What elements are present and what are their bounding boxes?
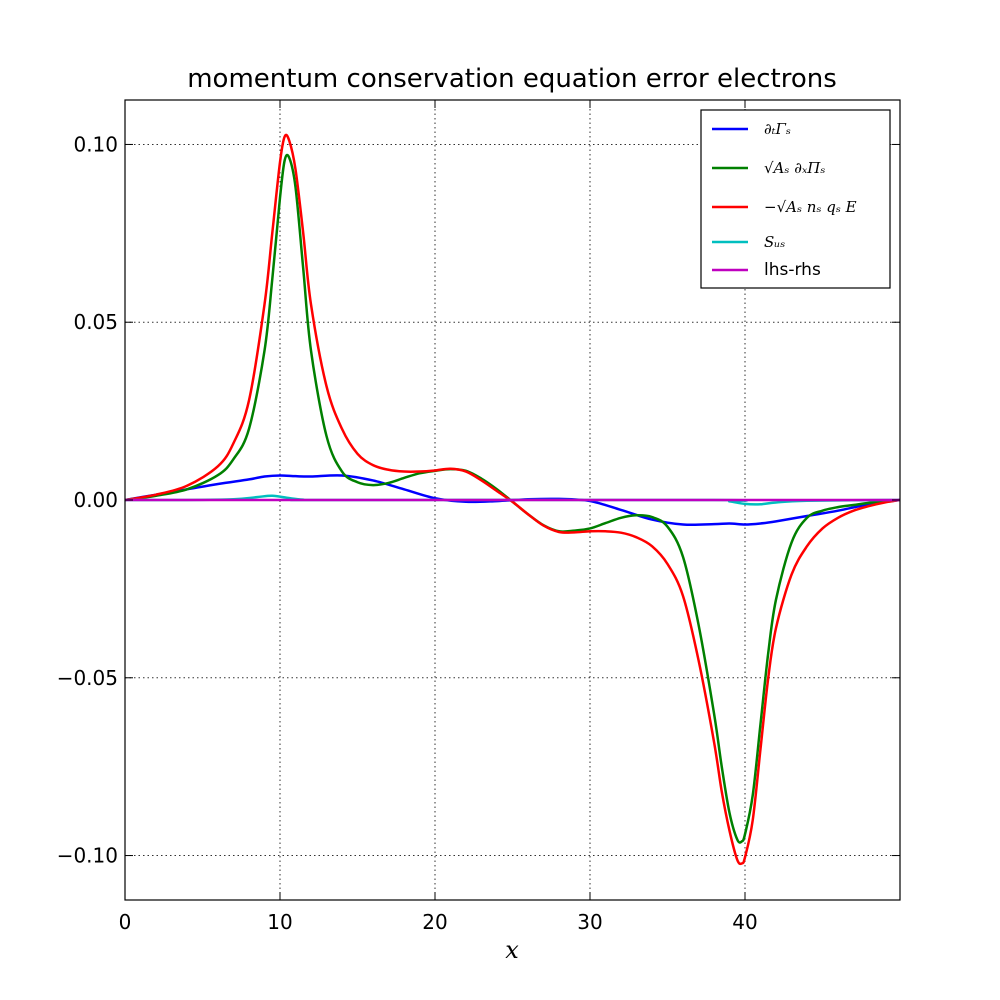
legend-label-0: ∂ₜΓₛ: [764, 120, 791, 138]
legend-label-4: lhs-rhs: [764, 260, 821, 280]
x-tick-label: 20: [422, 910, 447, 934]
x-tick-label: 40: [732, 910, 757, 934]
x-axis-label: x: [505, 936, 519, 964]
legend-box: [700, 109, 891, 289]
y-tick-label: 0.00: [73, 488, 118, 512]
tick-layer: 0 10 20 30 40 0.10 0.05 0.00 −0.05 −0.10: [57, 100, 900, 934]
legend-label-1: √Aₛ ∂ₓΠₛ: [764, 159, 825, 177]
legend-label-3: Sᵤₛ: [764, 233, 785, 251]
x-tick-label: 30: [577, 910, 602, 934]
legend-label-2: −√Aₛ nₛ qₛ E: [764, 198, 857, 216]
y-tick-label: 0.10: [73, 132, 118, 156]
y-tick-label: −0.05: [57, 666, 118, 690]
series-line-2: [125, 133, 900, 866]
x-tick-label: 0: [119, 910, 132, 934]
y-tick-label: −0.10: [57, 844, 118, 868]
x-tick-label: 10: [267, 910, 292, 934]
y-tick-label: 0.05: [73, 310, 118, 334]
legend: ∂ₜΓₛ √Aₛ ∂ₓΠₛ −√Aₛ nₛ qₛ E Sᵤₛ lhs-rhs: [700, 109, 891, 289]
series-layer: [125, 133, 900, 866]
chart-title: momentum conservation equation error ele…: [187, 64, 837, 94]
